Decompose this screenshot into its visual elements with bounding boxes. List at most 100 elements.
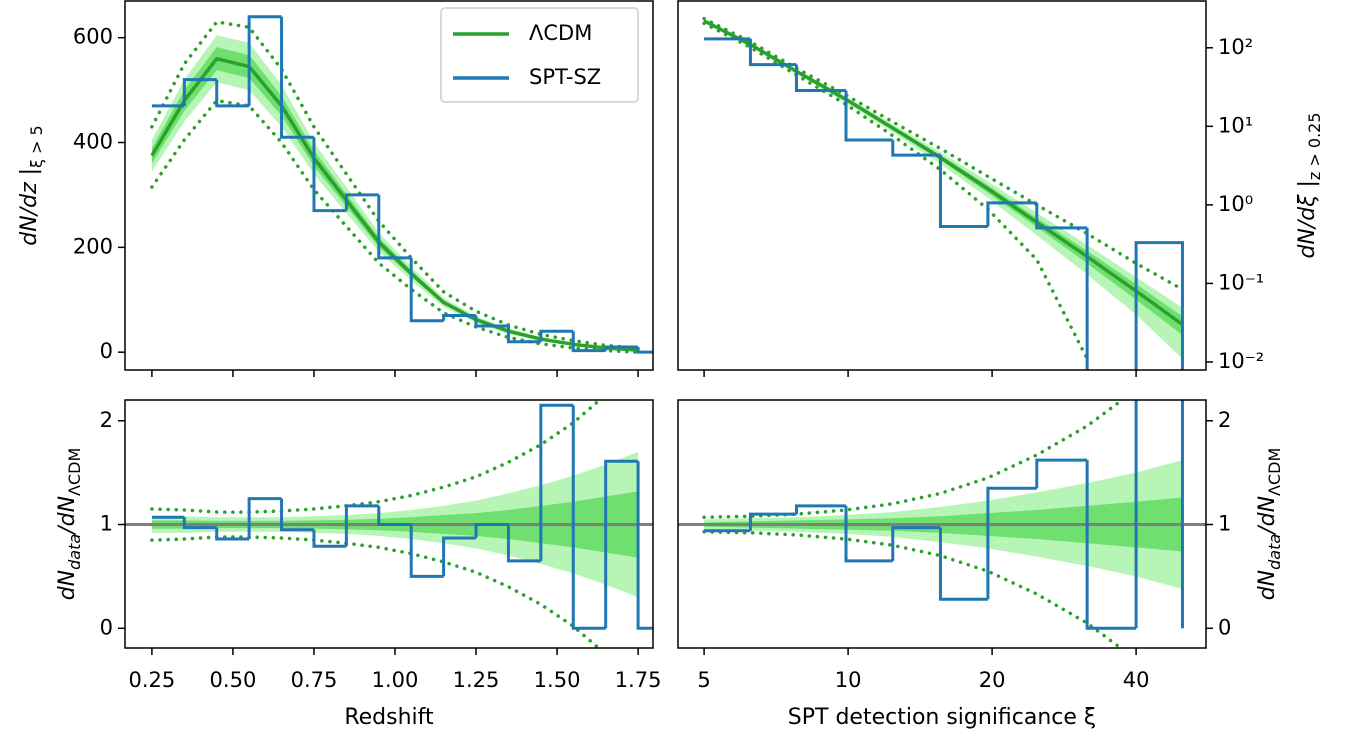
label-main: /dN [1255, 496, 1280, 536]
dotted-bound [702, 530, 1124, 648]
label-main: dN/dz | [17, 168, 42, 246]
confidence-band [704, 19, 1183, 359]
y-tick-label: 200 [73, 234, 113, 258]
label-main: dN/dξ | [1295, 180, 1320, 258]
x-tick-label: 40 [1123, 668, 1150, 692]
histogram-step [506, 524, 541, 563]
histogram-step [604, 345, 639, 351]
histogram-step [312, 137, 347, 213]
dotted-bound [702, 21, 1089, 361]
histogram-step [280, 498, 314, 532]
x-tick-label: 1.00 [372, 668, 419, 692]
histogram-step [636, 346, 653, 354]
histogram-step [938, 527, 988, 601]
x-tick-label: 1.25 [453, 668, 500, 692]
legend-label: ΛCDM [529, 21, 592, 45]
y-tick-label: 10⁻² [1218, 349, 1264, 373]
dotted-bound [150, 98, 640, 354]
y-tick-label: 0 [1218, 615, 1231, 639]
x-tick-label: 20 [979, 668, 1006, 692]
histogram-step [344, 504, 379, 547]
x-tick-label: 1.50 [534, 668, 581, 692]
histogram-step [215, 79, 250, 108]
y-tick-label: 10² [1218, 35, 1253, 59]
histogram-step [891, 139, 941, 157]
histogram-step [215, 527, 250, 541]
label-subscript: ξ > 5 [27, 125, 46, 168]
y-tick-label: 10⁻¹ [1218, 270, 1264, 294]
histogram-step [571, 405, 606, 630]
histogram-step [844, 90, 893, 142]
x-tick-label: 0.25 [129, 668, 176, 692]
y-tick-label: 600 [73, 25, 113, 49]
x-axis-label: SPT detection significance ξ [788, 705, 1096, 730]
histogram-step [844, 505, 893, 563]
histogram-step [794, 504, 847, 515]
histogram-step [409, 257, 444, 323]
histogram-step [571, 331, 606, 353]
dotted-bound [150, 535, 602, 648]
y-tick-label: 10⁰ [1218, 192, 1253, 216]
axes-frame [677, 0, 1207, 371]
x-tick-label: 10 [835, 668, 862, 692]
histogram-step [539, 403, 574, 561]
x-tick-label: 1.75 [615, 668, 662, 692]
histogram-step [182, 517, 217, 530]
histogram-step [938, 155, 988, 229]
y-tick-label: 2 [1218, 408, 1231, 432]
histogram-step [442, 536, 477, 577]
histogram-step [1035, 458, 1088, 489]
plot-area [702, 16, 1185, 370]
y-axis-label: dNdata/dNΛCDM [55, 448, 84, 601]
label-subscript: data [65, 534, 84, 570]
label-subscript: ΛCDM [1265, 448, 1284, 496]
label-main: dN [55, 570, 80, 600]
histogram-step [1035, 202, 1088, 230]
x-tick-label: 0.75 [291, 668, 338, 692]
plot-area [125, 400, 653, 648]
y-tick-label: 1 [100, 512, 113, 536]
histogram-step [986, 486, 1037, 600]
y-tick-label: 0 [100, 615, 113, 639]
histogram-step [986, 201, 1037, 227]
label-main: /dN [55, 496, 80, 536]
histogram-step [636, 461, 653, 630]
plot-area [150, 15, 653, 354]
label-subscript: data [1265, 534, 1284, 570]
histogram-step [377, 194, 412, 260]
plot-area [678, 400, 1206, 648]
dotted-bound [702, 400, 1126, 520]
y-tick-label: 10¹ [1218, 113, 1253, 137]
histogram-step [247, 15, 282, 106]
y-tick-label: 400 [73, 130, 113, 154]
y-tick-label: 1 [1218, 512, 1231, 536]
histogram-step [344, 193, 379, 211]
label-main: dN [1255, 570, 1280, 600]
y-axis-label: dN/dz |ξ > 5 [17, 125, 46, 245]
histogram-step [474, 523, 509, 539]
histogram-step [748, 38, 797, 67]
label-subscript: ΛCDM [65, 448, 84, 496]
histogram-step [748, 512, 797, 531]
histogram-step [280, 16, 314, 139]
y-axis-label: dN/dξ |z > 0.25 [1295, 112, 1324, 258]
histogram-step [539, 329, 574, 342]
label-subscript: z > 0.25 [1305, 112, 1324, 180]
histogram-step [377, 505, 412, 527]
x-tick-label: 5 [697, 668, 710, 692]
histogram-step [312, 529, 347, 548]
histogram-step [1085, 227, 1089, 370]
histogram-step [409, 524, 444, 578]
histogram-step [442, 313, 477, 321]
histogram-step [182, 78, 217, 106]
histogram-step [891, 526, 941, 561]
x-axis-label: Redshift [344, 705, 434, 730]
confidence-band [151, 35, 639, 352]
y-axis-label: dNdata/dNΛCDM [1255, 448, 1284, 601]
dotted-bound [150, 20, 640, 350]
histogram-step [794, 64, 847, 92]
y-tick-label: 0 [100, 339, 113, 363]
axes-frame [124, 0, 654, 371]
histogram-step [1085, 460, 1137, 630]
